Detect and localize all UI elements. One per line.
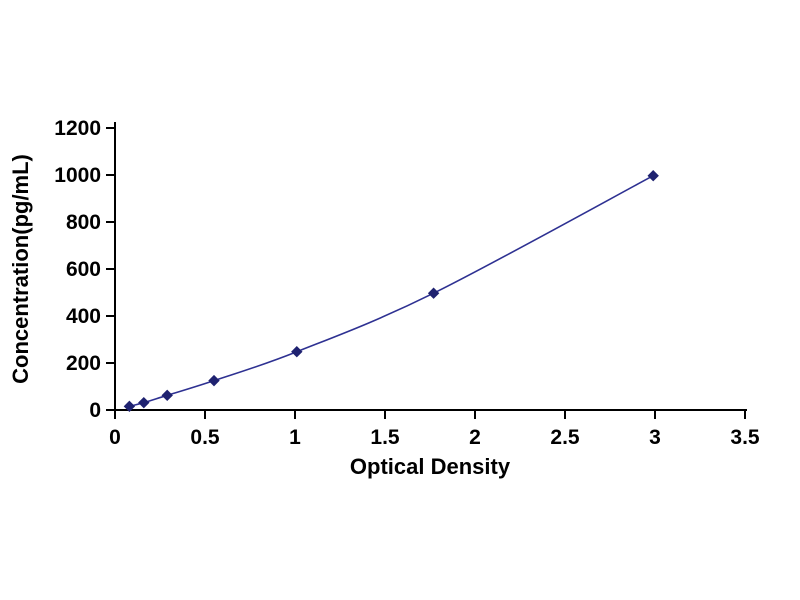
- x-tick-label: 0: [109, 426, 121, 449]
- y-tick-label: 1200: [54, 117, 101, 140]
- y-tick-label: 200: [66, 352, 101, 375]
- data-point-marker: [208, 374, 220, 387]
- y-tick-label: 800: [66, 211, 101, 234]
- x-tick-label: 2.5: [550, 426, 580, 449]
- data-point-marker: [161, 389, 173, 402]
- x-tick-label: 2: [469, 426, 481, 449]
- y-tick-label: 1000: [54, 164, 101, 187]
- data-point-marker: [138, 396, 150, 409]
- y-tick-label: 0: [89, 399, 101, 422]
- x-axis-title: Optical Density: [350, 454, 511, 479]
- y-tick-label: 600: [66, 258, 101, 281]
- data-point-marker: [427, 287, 440, 299]
- y-axis-title: Concentration(pg/mL): [8, 154, 33, 384]
- x-tick-label: 0.5: [190, 426, 220, 449]
- standard-curve-line: [129, 174, 654, 408]
- x-tick-label: 3.5: [730, 426, 760, 449]
- x-tick-label: 3: [649, 426, 661, 449]
- data-point-marker: [291, 346, 303, 358]
- data-point-marker: [647, 169, 659, 182]
- x-tick-label: 1.5: [370, 426, 400, 449]
- data-point-marker: [123, 400, 136, 413]
- x-tick-label: 1: [289, 426, 301, 449]
- y-tick-label: 400: [66, 305, 101, 328]
